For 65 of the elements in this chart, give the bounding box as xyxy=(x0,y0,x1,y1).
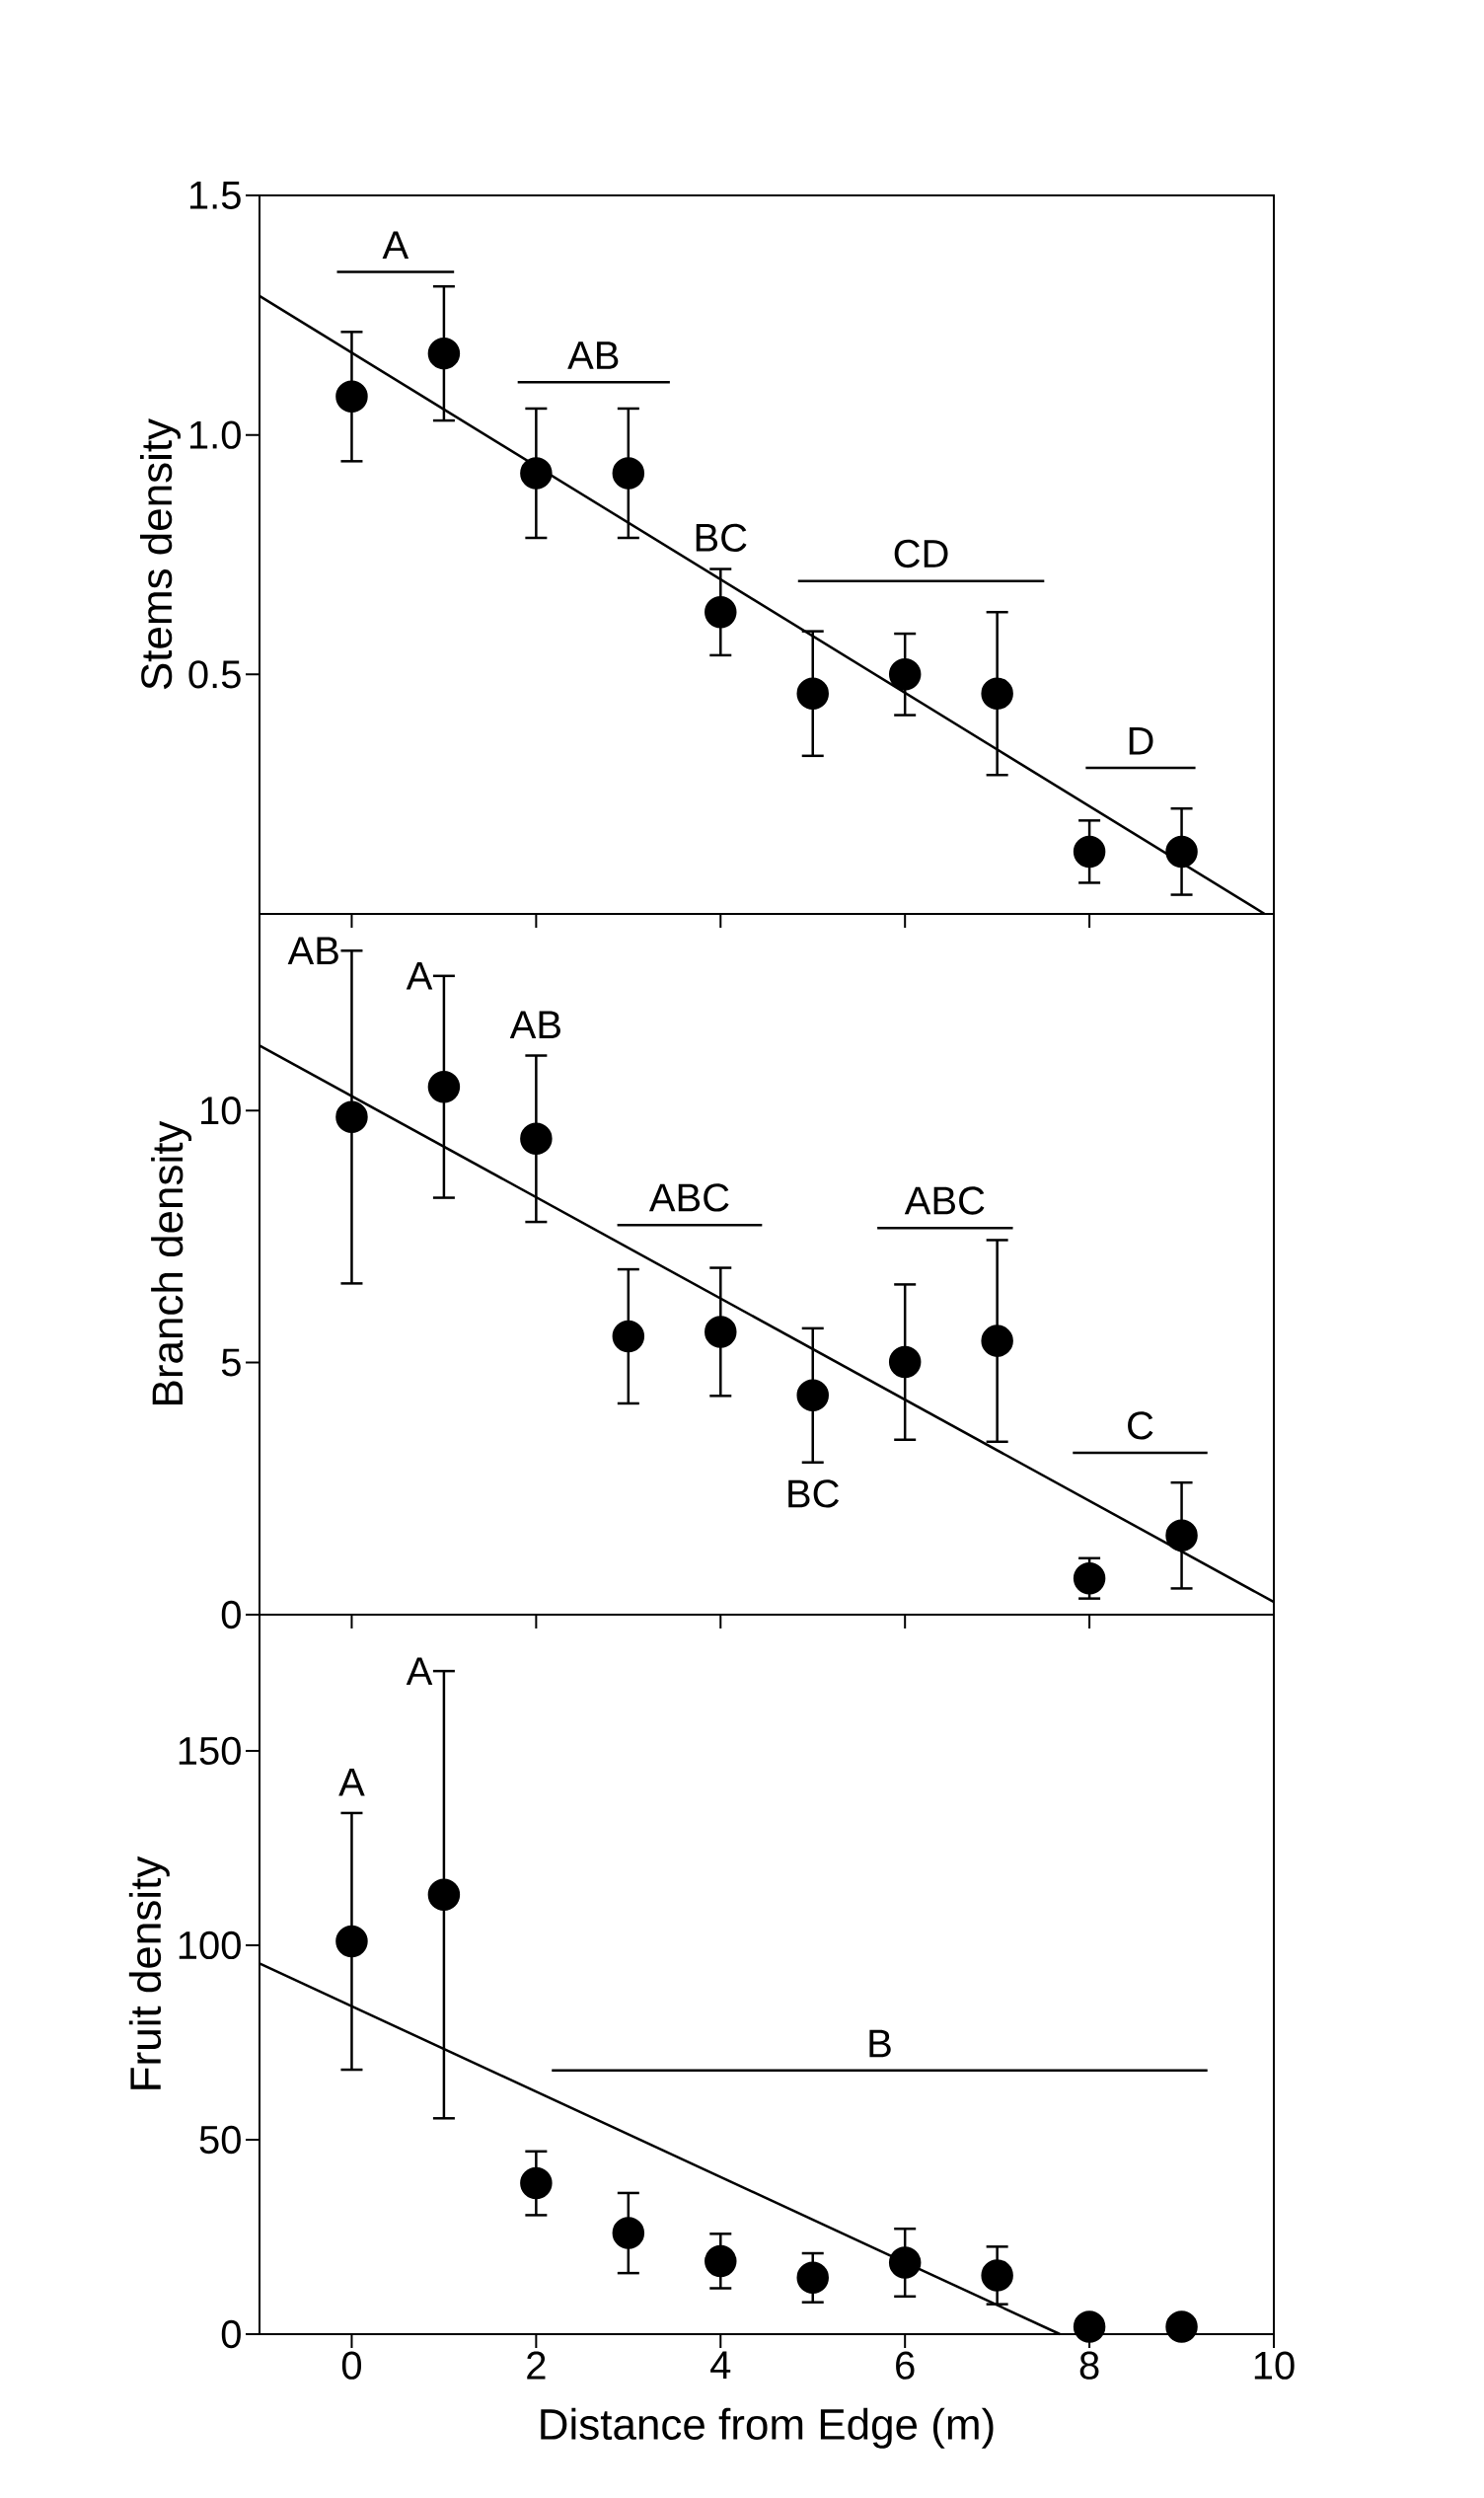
point xyxy=(1073,835,1106,869)
annotation: A xyxy=(406,1657,433,1685)
series-label: CD xyxy=(894,539,948,568)
point xyxy=(520,2166,553,2200)
y-tick-label: 0.5 xyxy=(188,660,241,689)
point xyxy=(520,457,553,490)
y-tick-label: 0 xyxy=(221,2319,241,2349)
y-tick-label: 1.0 xyxy=(189,420,241,449)
point xyxy=(888,1345,922,1379)
x-tick-label: 6 xyxy=(896,2351,915,2380)
x-tick-label: 4 xyxy=(710,2351,731,2380)
x-tick-label: 8 xyxy=(1079,2351,1099,2380)
y-tick-label: 1.5 xyxy=(189,182,241,209)
point xyxy=(981,1325,1013,1357)
y-tick-label: 150 xyxy=(179,1736,241,1766)
series-label: ABC xyxy=(904,1186,985,1215)
annotation: AB xyxy=(287,937,338,965)
point xyxy=(1165,1519,1198,1552)
point xyxy=(335,380,368,414)
series-label: C xyxy=(1128,1411,1153,1440)
y-axis-title: Fruit density xyxy=(128,1855,170,2089)
point xyxy=(705,595,737,629)
y-tick-label: 10 xyxy=(201,1097,241,1125)
point xyxy=(796,677,829,710)
point xyxy=(1073,2310,1106,2343)
point xyxy=(335,1100,368,1134)
x-tick-label: 2 xyxy=(527,2351,546,2380)
x-tick-label: 10 xyxy=(1254,2351,1295,2380)
point xyxy=(1073,1561,1106,1595)
point xyxy=(612,457,645,490)
point xyxy=(1165,2310,1198,2343)
series-label: B xyxy=(869,2029,891,2058)
point xyxy=(335,1925,368,1958)
annotation: BC xyxy=(696,523,747,552)
annotation: AB xyxy=(509,1011,560,1038)
series-label: ABC xyxy=(648,1183,729,1212)
y-axis-title: Stems density xyxy=(139,417,181,690)
point xyxy=(427,337,461,370)
annotation: BC xyxy=(788,1479,839,1508)
point xyxy=(1165,835,1198,869)
point xyxy=(427,1878,461,1911)
point xyxy=(888,2246,922,2279)
annotation: A xyxy=(406,962,433,990)
point xyxy=(427,1070,461,1103)
point xyxy=(796,1379,829,1412)
annotation: A xyxy=(338,1768,365,1796)
point xyxy=(705,1316,737,1348)
y-tick-label: 50 xyxy=(199,2125,241,2155)
point xyxy=(796,2261,829,2295)
series-label: A xyxy=(382,231,409,260)
point xyxy=(888,658,922,691)
point xyxy=(981,2259,1013,2292)
y-tick-label: 100 xyxy=(179,1930,241,1960)
x-axis-title: Distance from Edge (m) xyxy=(541,2407,994,2449)
series-label: AB xyxy=(567,341,619,369)
point xyxy=(612,1320,645,1353)
point xyxy=(612,2217,645,2249)
point xyxy=(520,1122,553,1156)
series-label: D xyxy=(1129,726,1153,755)
y-axis-title: Branch density xyxy=(151,1120,192,1404)
y-tick-label: 0 xyxy=(221,1600,241,1629)
point xyxy=(981,677,1013,710)
x-tick-label: 0 xyxy=(341,2351,362,2380)
point xyxy=(705,2244,737,2278)
y-tick-label: 5 xyxy=(221,1348,241,1377)
